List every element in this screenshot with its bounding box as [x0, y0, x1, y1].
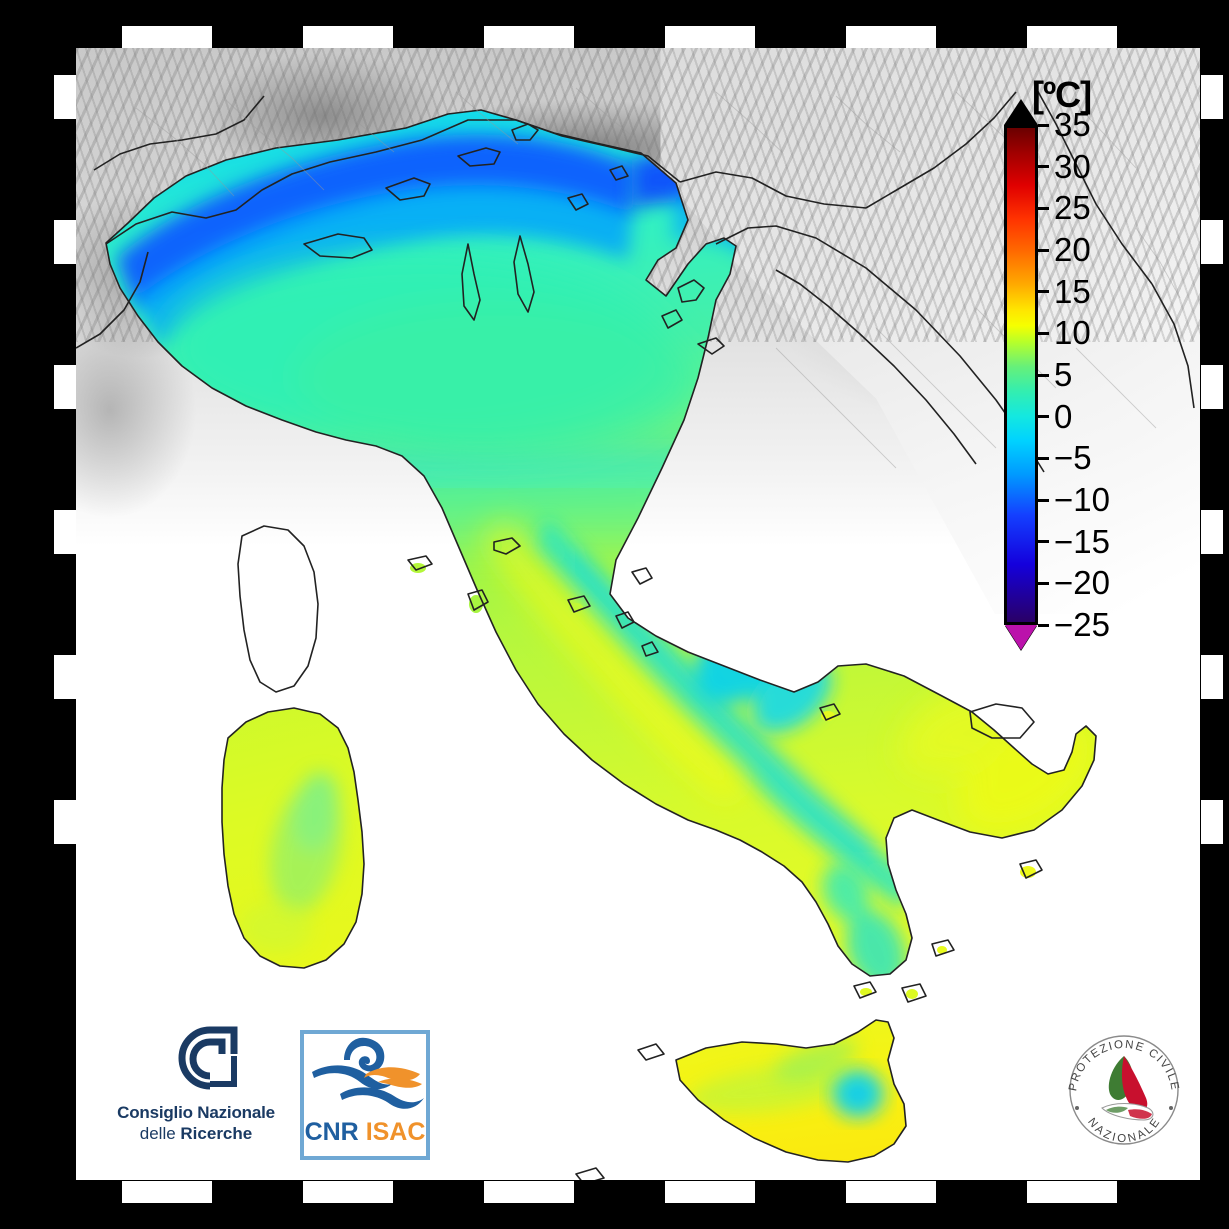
- colorbar-unit-label: [ºC]: [1032, 74, 1092, 115]
- colorbar-tick-25: [1038, 206, 1049, 210]
- frame-tick-left-2: [54, 365, 76, 409]
- frame-tick-bottom-0: [122, 1181, 212, 1203]
- colorbar-over-arrow: [1004, 99, 1038, 125]
- frame-tick-left-0: [54, 75, 76, 119]
- colorbar-tick-label-15: 15: [1054, 272, 1091, 310]
- logo-cnr-isac[interactable]: CNR ISAC: [300, 1030, 430, 1160]
- frame-tick-top-3: [665, 26, 755, 48]
- colorbar-tick--25: [1038, 623, 1049, 627]
- cnr-line2-light: delle: [139, 1124, 181, 1144]
- frame-tick-right-2: [1201, 365, 1223, 409]
- cnr-line1: Consiglio Nazionale: [117, 1103, 275, 1122]
- colorbar-tick-label-35: 35: [1054, 106, 1091, 143]
- colorbar-tick-15: [1038, 290, 1049, 294]
- colorbar-tick-5: [1038, 373, 1049, 377]
- colorbar-tick-10: [1038, 331, 1049, 335]
- isac-cnr-text: CNR: [304, 1118, 359, 1146]
- small-islands: [410, 539, 1036, 999]
- colorbar-tick-label-30: 30: [1054, 147, 1091, 185]
- frame-tick-bottom-5: [1027, 1181, 1117, 1203]
- isac-wave-icon: [312, 1037, 424, 1109]
- frame-tick-left-4: [54, 655, 76, 699]
- colorbar-tick-label-10: 10: [1054, 314, 1091, 352]
- frame-tick-left-5: [54, 800, 76, 844]
- colorbar-tick-label-20: 20: [1054, 231, 1091, 268]
- frame-tick-right-1: [1201, 220, 1223, 264]
- colorbar-tick-label-25: 25: [1054, 189, 1091, 227]
- frame-tick-top-0: [122, 26, 212, 48]
- frame-tick-bottom-4: [846, 1181, 936, 1203]
- colorbar-tick-label--20: −20: [1054, 564, 1110, 602]
- pc-text-bottom: NAZIONALE: [1085, 1115, 1161, 1145]
- colorbar-tick-label-5: 5: [1054, 356, 1073, 393]
- colorbar-tick--5: [1038, 456, 1049, 460]
- colorbar-tick-label-0: 0: [1054, 397, 1073, 435]
- svg-text:NAZIONALE: NAZIONALE: [1085, 1115, 1163, 1145]
- frame-tick-top-5: [1027, 26, 1117, 48]
- colorbar-tick-label--25: −25: [1054, 606, 1110, 643]
- frame-tick-right-3: [1201, 510, 1223, 554]
- frame-tick-right-0: [1201, 75, 1223, 119]
- colorbar-gradient: [1007, 128, 1035, 622]
- colorbar-bar: [1004, 125, 1038, 625]
- colorbar-tick-label--15: −15: [1054, 522, 1110, 560]
- sardinia-field: [222, 708, 364, 968]
- colorbar-under-arrow: [1005, 625, 1037, 650]
- frame-tick-top-1: [303, 26, 393, 48]
- colorbar-tick-20: [1038, 248, 1049, 252]
- colorbar: [ºC] 35 30 25 20 15 10 5 0 −5 −10 −15 −20 −25: [1004, 74, 1124, 684]
- frame-tick-left-1: [54, 220, 76, 264]
- coastlines-and-borders: [76, 87, 1195, 1180]
- frame-tick-right-4: [1201, 655, 1223, 699]
- frame-tick-top-4: [846, 26, 936, 48]
- logo-cnr[interactable]: Consiglio Nazionale delle Ricerche: [96, 1020, 296, 1165]
- frame-tick-bottom-1: [303, 1181, 393, 1203]
- colorbar-tick--10: [1038, 498, 1049, 502]
- colorbar-tick-35: [1038, 123, 1049, 127]
- pc-emblem-icon: PROTEZIONE CIVILE NAZIONALE: [1067, 1035, 1179, 1145]
- frame-tick-right-5: [1201, 800, 1223, 844]
- frame-tick-bottom-3: [665, 1181, 755, 1203]
- isac-isac-text: ISAC: [365, 1118, 426, 1146]
- colorbar-tick--20: [1038, 581, 1049, 585]
- cnr-line2-bold: Ricerche: [180, 1124, 253, 1144]
- frame-tick-bottom-2: [484, 1181, 574, 1203]
- colorbar-tick-label--5: −5: [1054, 439, 1092, 477]
- colorbar-tick--15: [1038, 540, 1049, 544]
- frame-tick-top-2: [484, 26, 574, 48]
- isac-label: CNR ISAC: [304, 1118, 426, 1147]
- colorbar-tick-label--10: −10: [1054, 481, 1110, 518]
- cnr-mark-icon: [178, 1026, 238, 1090]
- colorbar-tick-30: [1038, 165, 1049, 169]
- logo-protezione-civile[interactable]: PROTEZIONE CIVILE NAZIONALE: [1060, 1026, 1188, 1154]
- frame-tick-left-3: [54, 510, 76, 554]
- colorbar-tick-0: [1038, 415, 1049, 419]
- cnr-line2: delle Ricerche: [96, 1123, 296, 1144]
